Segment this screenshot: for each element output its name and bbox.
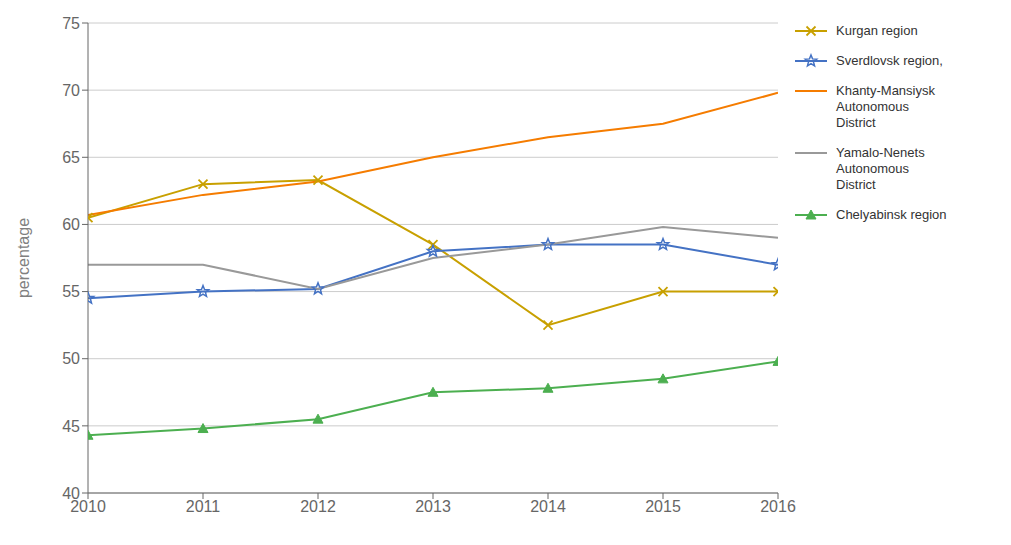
html-text:Khanty-Mansiysk: Khanty-Mansiysk <box>836 83 935 98</box>
svg-text:60: 60 <box>62 216 80 233</box>
html-text:District: District <box>836 115 876 130</box>
svg-text:2016: 2016 <box>760 498 796 515</box>
html-text:Chelyabinsk region: Chelyabinsk region <box>836 207 947 222</box>
svg-text:2013: 2013 <box>415 498 451 515</box>
svg-text:75: 75 <box>62 15 80 32</box>
html-text:Sverdlovsk region,: Sverdlovsk region, <box>836 53 943 68</box>
svg-text:65: 65 <box>62 149 80 166</box>
svg-text:50: 50 <box>62 350 80 367</box>
svg-text:2010: 2010 <box>70 498 106 516</box>
svg-text:percentage: percentage <box>15 218 32 298</box>
html-text:Yamalo-Nenets: Yamalo-Nenets <box>836 145 925 160</box>
svg-text:2014: 2014 <box>530 498 566 515</box>
svg-text:2012: 2012 <box>300 498 336 515</box>
html-text:Autonomous: Autonomous <box>836 161 909 176</box>
html-text:District: District <box>836 177 876 192</box>
svg-text:45: 45 <box>62 418 80 435</box>
svg-text:2011: 2011 <box>186 498 221 515</box>
html-text:Kurgan region: Kurgan region <box>836 23 918 38</box>
svg-text:2015: 2015 <box>645 498 681 515</box>
html-text:Autonomous: Autonomous <box>836 99 909 114</box>
svg-text:70: 70 <box>62 82 80 99</box>
svg-text:55: 55 <box>62 283 80 300</box>
svg-text:40: 40 <box>62 485 80 502</box>
